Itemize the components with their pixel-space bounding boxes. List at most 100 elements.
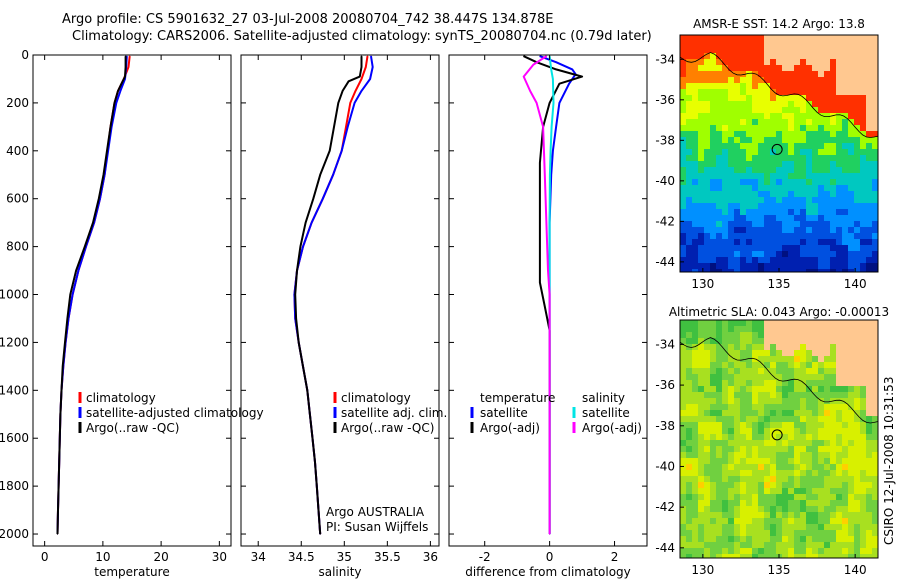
sst_map-cell — [716, 119, 722, 125]
salinity-point — [332, 174, 334, 176]
sla_map-cell — [782, 452, 788, 458]
sst_map-cell — [872, 221, 878, 227]
sla_map-xtick-label: 140 — [844, 563, 867, 577]
sla_map-cell — [836, 494, 842, 500]
sst_map-cell — [686, 257, 692, 263]
sst_map-cell — [848, 203, 854, 209]
sla_map-cell — [854, 494, 860, 500]
sst_map-cell — [830, 227, 836, 233]
sst_map-cell — [704, 185, 710, 191]
sst_map-cell — [830, 245, 836, 251]
sla_map-cell — [854, 464, 860, 470]
sla_map-cell — [866, 362, 872, 368]
sst_map-cell — [842, 173, 848, 179]
sla_map-cell — [842, 392, 848, 398]
sst_map-cell — [764, 191, 770, 197]
sst_map-cell — [746, 257, 752, 263]
sla_map-cell — [686, 518, 692, 524]
sst_map-cell — [818, 77, 824, 83]
sla_map-cell — [818, 458, 824, 464]
sst_map-cell — [836, 269, 842, 272]
sst_map-cell — [698, 161, 704, 167]
sla_map-cell — [848, 380, 854, 386]
sst_map-cell — [860, 101, 866, 107]
sst_map-cell — [842, 113, 848, 119]
sst_map-cell — [842, 209, 848, 215]
sst_map-cell — [740, 41, 746, 47]
sla_map-cell — [728, 518, 734, 524]
sst_map-cell — [800, 185, 806, 191]
sst_map-cell — [740, 155, 746, 161]
sla_map-cell — [698, 338, 704, 344]
sst_map-cell — [860, 179, 866, 185]
sst_map-cell — [746, 125, 752, 131]
sst_map-cell — [740, 161, 746, 167]
sla_map-cell — [734, 416, 740, 422]
sla_map-cell — [722, 350, 728, 356]
sst_map-cell — [710, 89, 716, 95]
sst_map-cell — [692, 197, 698, 203]
sst_map-cell — [698, 269, 704, 272]
sla_map-cell — [842, 452, 848, 458]
sst_map-cell — [686, 197, 692, 203]
sla_map-cell — [686, 524, 692, 530]
sla_map-cell — [728, 368, 734, 374]
sla_map-cell — [872, 452, 878, 458]
sla_map-cell — [722, 476, 728, 482]
sst_map-cell — [848, 173, 854, 179]
sst_map-cell — [788, 215, 794, 221]
sst_map-cell — [836, 113, 842, 119]
sst_map-cell — [818, 185, 824, 191]
sst_map-cell — [788, 269, 794, 272]
sla_map-cell — [848, 398, 854, 404]
sla_map-cell — [710, 422, 716, 428]
sst_map-cell — [848, 89, 854, 95]
sst_map-cell — [794, 191, 800, 197]
sla_map-cell — [680, 428, 686, 434]
sla_map-cell — [770, 458, 776, 464]
sst_map-cell — [728, 161, 734, 167]
sla_map-cell — [776, 326, 782, 332]
sla_map-cell — [722, 464, 728, 470]
sla_map-cell — [866, 506, 872, 512]
sla_map-cell — [722, 542, 728, 548]
sst_map-cell — [866, 191, 872, 197]
sst_map-cell — [830, 143, 836, 149]
sst_map-cell — [710, 95, 716, 101]
sla_map-cell — [758, 410, 764, 416]
sst_map-cell — [734, 167, 740, 173]
sla_map-cell — [704, 338, 710, 344]
sst_map-cell — [818, 257, 824, 263]
sla_map-cell — [686, 464, 692, 470]
sla_map-cell — [734, 374, 740, 380]
sst_map-cell — [794, 119, 800, 125]
sst_map-cell — [830, 263, 836, 269]
sst_map-cell — [716, 53, 722, 59]
sla_map-cell — [854, 398, 860, 404]
sst_map-cell — [872, 137, 878, 143]
sst_map-cell — [692, 41, 698, 47]
sla_map-cell — [866, 386, 872, 392]
sla_map-xtick-label: 130 — [691, 563, 714, 577]
sla_map-cell — [716, 452, 722, 458]
sst_map-ytick-label: -36 — [655, 93, 675, 107]
sst_map-cell — [794, 197, 800, 203]
sst_map-cell — [680, 125, 686, 131]
sla_map-cell — [818, 446, 824, 452]
sst_map-cell — [758, 143, 764, 149]
sst_map-cell — [758, 179, 764, 185]
sst_map-cell — [680, 209, 686, 215]
sla_map-cell — [824, 404, 830, 410]
sla_map-cell — [842, 506, 848, 512]
sla_map-cell — [728, 524, 734, 530]
sla_map-cell — [854, 404, 860, 410]
sla_map-cell — [746, 326, 752, 332]
sla_map-cell — [830, 350, 836, 356]
sla_map-cell — [782, 386, 788, 392]
sst_map-cell — [776, 95, 782, 101]
sla_map-cell — [794, 386, 800, 392]
sst_map-cell — [872, 149, 878, 155]
sla_map-cell — [860, 416, 866, 422]
sst_map-cell — [680, 71, 686, 77]
sst_map-cell — [812, 149, 818, 155]
